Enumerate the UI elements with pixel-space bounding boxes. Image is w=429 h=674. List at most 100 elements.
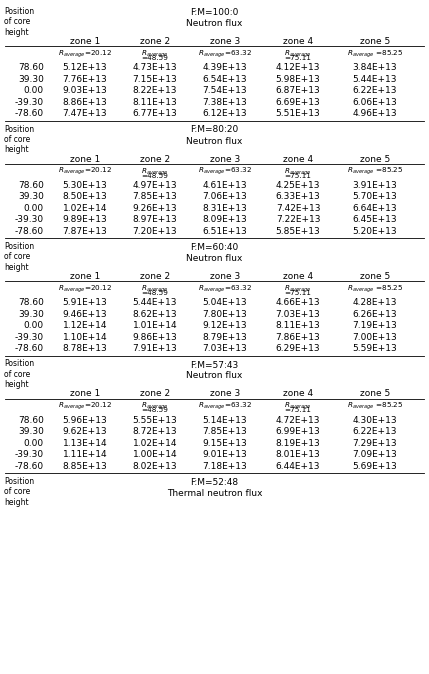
- Text: 39.30: 39.30: [18, 310, 44, 319]
- Text: 6.26E+13: 6.26E+13: [353, 310, 397, 319]
- Text: 6.64E+13: 6.64E+13: [353, 204, 397, 213]
- Text: 5.59E+13: 5.59E+13: [353, 344, 397, 353]
- Text: 1.00E+14: 1.00E+14: [133, 450, 177, 459]
- Text: 6.44E+13: 6.44E+13: [276, 462, 320, 470]
- Text: 7.06E+13: 7.06E+13: [202, 192, 248, 202]
- Text: $R_{average}$=20.12: $R_{average}$=20.12: [58, 283, 112, 295]
- Text: F:M=52:48: F:M=52:48: [190, 478, 239, 487]
- Text: 7.76E+13: 7.76E+13: [63, 75, 107, 84]
- Text: 8.31E+13: 8.31E+13: [202, 204, 248, 213]
- Text: 7.20E+13: 7.20E+13: [133, 226, 177, 236]
- Text: zone 5: zone 5: [360, 154, 390, 164]
- Text: 7.09E+13: 7.09E+13: [353, 450, 397, 459]
- Text: 7.54E+13: 7.54E+13: [202, 86, 247, 95]
- Text: Position
of core
height: Position of core height: [4, 477, 34, 507]
- Text: 5.04E+13: 5.04E+13: [202, 299, 247, 307]
- Text: 4.39E+13: 4.39E+13: [202, 63, 247, 72]
- Text: 9.12E+13: 9.12E+13: [202, 321, 247, 330]
- Text: 5.69E+13: 5.69E+13: [353, 462, 397, 470]
- Text: 6.77E+13: 6.77E+13: [133, 109, 177, 118]
- Text: 8.79E+13: 8.79E+13: [202, 333, 248, 342]
- Text: 8.19E+13: 8.19E+13: [275, 439, 320, 448]
- Text: 6.51E+13: 6.51E+13: [202, 226, 248, 236]
- Text: $R_{average}$ =85.25: $R_{average}$ =85.25: [347, 49, 403, 60]
- Text: zone 1: zone 1: [70, 390, 100, 398]
- Text: 6.33E+13: 6.33E+13: [275, 192, 320, 202]
- Text: $R_{average}$=20.12: $R_{average}$=20.12: [58, 401, 112, 412]
- Text: 8.72E+13: 8.72E+13: [133, 427, 177, 436]
- Text: 8.97E+13: 8.97E+13: [133, 215, 177, 224]
- Text: 4.73E+13: 4.73E+13: [133, 63, 177, 72]
- Text: 5.44E+13: 5.44E+13: [133, 299, 177, 307]
- Text: 8.22E+13: 8.22E+13: [133, 86, 177, 95]
- Text: 6.06E+13: 6.06E+13: [353, 98, 397, 106]
- Text: -78.60: -78.60: [15, 109, 44, 118]
- Text: =48.59: =48.59: [142, 408, 169, 414]
- Text: Position
of core
height: Position of core height: [4, 125, 34, 154]
- Text: $R_{average}$: $R_{average}$: [141, 401, 169, 412]
- Text: $R_{average}$ =85.25: $R_{average}$ =85.25: [347, 283, 403, 295]
- Text: Position
of core
height: Position of core height: [4, 7, 34, 37]
- Text: 9.86E+13: 9.86E+13: [133, 333, 177, 342]
- Text: 5.44E+13: 5.44E+13: [353, 75, 397, 84]
- Text: 6.45E+13: 6.45E+13: [353, 215, 397, 224]
- Text: $R_{average}$=63.32: $R_{average}$=63.32: [198, 49, 252, 60]
- Text: zone 2: zone 2: [140, 272, 170, 281]
- Text: 1.11E+14: 1.11E+14: [63, 450, 107, 459]
- Text: 9.62E+13: 9.62E+13: [63, 427, 107, 436]
- Text: zone 2: zone 2: [140, 37, 170, 46]
- Text: 8.09E+13: 8.09E+13: [202, 215, 248, 224]
- Text: -78.60: -78.60: [15, 462, 44, 470]
- Text: 5.20E+13: 5.20E+13: [353, 226, 397, 236]
- Text: $R_{average}$: $R_{average}$: [284, 166, 312, 177]
- Text: $R_{average}$=20.12: $R_{average}$=20.12: [58, 49, 112, 60]
- Text: 7.18E+13: 7.18E+13: [202, 462, 248, 470]
- Text: 8.85E+13: 8.85E+13: [63, 462, 107, 470]
- Text: $R_{average}$: $R_{average}$: [141, 284, 169, 295]
- Text: 78.60: 78.60: [18, 63, 44, 72]
- Text: zone 4: zone 4: [283, 37, 313, 46]
- Text: 5.30E+13: 5.30E+13: [63, 181, 107, 190]
- Text: 6.69E+13: 6.69E+13: [275, 98, 320, 106]
- Text: 7.87E+13: 7.87E+13: [63, 226, 107, 236]
- Text: 7.00E+13: 7.00E+13: [353, 333, 397, 342]
- Text: =75.11: =75.11: [284, 55, 311, 61]
- Text: 8.11E+13: 8.11E+13: [133, 98, 177, 106]
- Text: Position
of core
height: Position of core height: [4, 359, 34, 390]
- Text: -39.30: -39.30: [15, 333, 44, 342]
- Text: 7.80E+13: 7.80E+13: [202, 310, 248, 319]
- Text: 8.02E+13: 8.02E+13: [133, 462, 177, 470]
- Text: 4.97E+13: 4.97E+13: [133, 181, 177, 190]
- Text: zone 5: zone 5: [360, 272, 390, 281]
- Text: Neutron flux: Neutron flux: [186, 137, 243, 146]
- Text: 1.13E+14: 1.13E+14: [63, 439, 107, 448]
- Text: 5.12E+13: 5.12E+13: [63, 63, 107, 72]
- Text: 8.78E+13: 8.78E+13: [63, 344, 107, 353]
- Text: 0.00: 0.00: [24, 439, 44, 448]
- Text: 5.55E+13: 5.55E+13: [133, 416, 177, 425]
- Text: 4.72E+13: 4.72E+13: [276, 416, 320, 425]
- Text: 6.87E+13: 6.87E+13: [275, 86, 320, 95]
- Text: 7.86E+13: 7.86E+13: [275, 333, 320, 342]
- Text: Thermal neutron flux: Thermal neutron flux: [167, 489, 262, 498]
- Text: 8.62E+13: 8.62E+13: [133, 310, 177, 319]
- Text: 0.00: 0.00: [24, 86, 44, 95]
- Text: zone 3: zone 3: [210, 390, 240, 398]
- Text: F:M=100:0: F:M=100:0: [190, 8, 239, 17]
- Text: 6.22E+13: 6.22E+13: [353, 86, 397, 95]
- Text: 7.03E+13: 7.03E+13: [202, 344, 248, 353]
- Text: 7.19E+13: 7.19E+13: [353, 321, 397, 330]
- Text: Neutron flux: Neutron flux: [186, 371, 243, 381]
- Text: 0.00: 0.00: [24, 204, 44, 213]
- Text: F:M=80:20: F:M=80:20: [190, 125, 239, 135]
- Text: -78.60: -78.60: [15, 226, 44, 236]
- Text: 4.12E+13: 4.12E+13: [276, 63, 320, 72]
- Text: zone 1: zone 1: [70, 272, 100, 281]
- Text: $R_{average}$=63.32: $R_{average}$=63.32: [198, 283, 252, 295]
- Text: zone 3: zone 3: [210, 154, 240, 164]
- Text: 9.89E+13: 9.89E+13: [63, 215, 107, 224]
- Text: 78.60: 78.60: [18, 299, 44, 307]
- Text: 5.14E+13: 5.14E+13: [202, 416, 247, 425]
- Text: 7.91E+13: 7.91E+13: [133, 344, 177, 353]
- Text: zone 4: zone 4: [283, 154, 313, 164]
